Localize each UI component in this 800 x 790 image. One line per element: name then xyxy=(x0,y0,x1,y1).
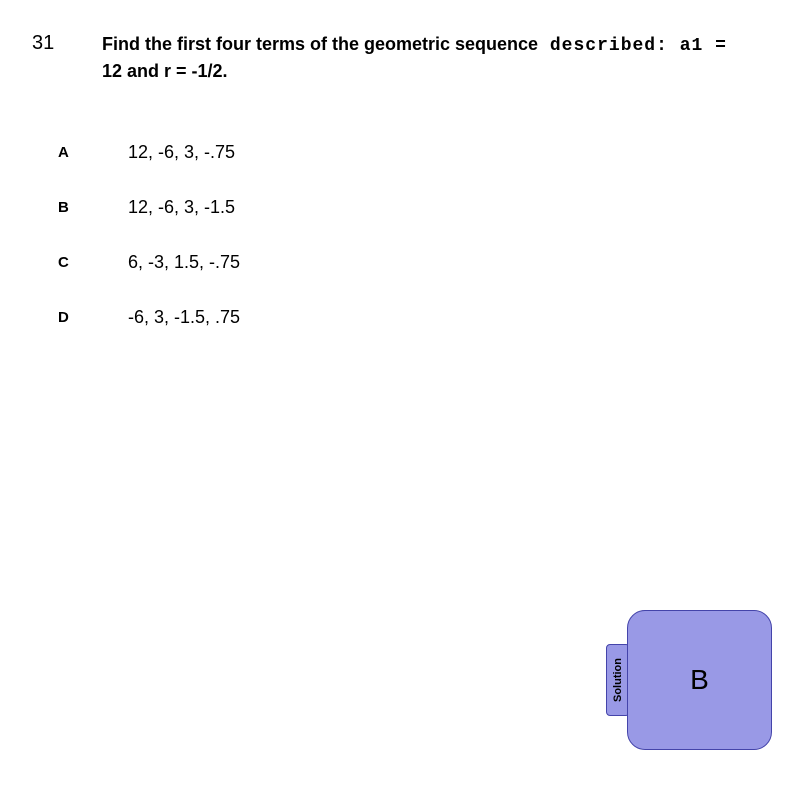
question-text-line2: 12 and r = -1/2. xyxy=(102,61,228,81)
option-text-a: 12, -6, 3, -.75 xyxy=(128,142,235,163)
option-row-d[interactable]: D -6, 3, -1.5, .75 xyxy=(58,307,240,328)
question-text-described: described: a1 = xyxy=(538,36,727,56)
option-text-d: -6, 3, -1.5, .75 xyxy=(128,307,240,328)
option-letter-c: C xyxy=(58,254,128,271)
solution-group: Solution B xyxy=(606,610,772,750)
option-letter-b: B xyxy=(58,199,128,216)
question-text-part1: Find the first four terms of the geometr… xyxy=(102,34,538,54)
option-letter-d: D xyxy=(58,309,128,326)
solution-answer: B xyxy=(690,664,709,696)
option-text-c: 6, -3, 1.5, -.75 xyxy=(128,252,240,273)
option-row-b[interactable]: B 12, -6, 3, -1.5 xyxy=(58,197,240,218)
options-container: A 12, -6, 3, -.75 B 12, -6, 3, -1.5 C 6,… xyxy=(58,142,240,362)
solution-tab-label: Solution xyxy=(612,658,624,702)
option-text-b: 12, -6, 3, -1.5 xyxy=(128,197,235,218)
question-number: 31 xyxy=(32,32,102,55)
option-row-c[interactable]: C 6, -3, 1.5, -.75 xyxy=(58,252,240,273)
option-letter-a: A xyxy=(58,144,128,161)
question-text: Find the first four terms of the geometr… xyxy=(102,32,727,84)
solution-box: B xyxy=(627,610,772,750)
question-header: 31 Find the first four terms of the geom… xyxy=(32,32,792,84)
option-row-a[interactable]: A 12, -6, 3, -.75 xyxy=(58,142,240,163)
